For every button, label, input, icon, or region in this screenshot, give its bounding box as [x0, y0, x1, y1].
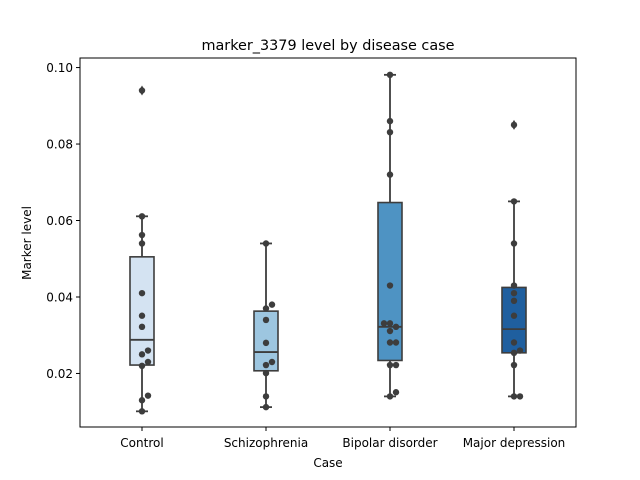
data-point	[262, 361, 270, 369]
box	[377, 201, 403, 362]
data-point	[144, 392, 152, 399]
data-point	[510, 282, 518, 289]
data-point	[516, 347, 524, 354]
data-point	[268, 301, 276, 308]
data-point	[510, 339, 518, 346]
data-point	[262, 369, 270, 377]
data-point	[144, 347, 152, 354]
x-axis: Control Schizophrenia Bipolar disorder Majo…	[120, 427, 565, 450]
y-axis-label: Marker level	[20, 206, 34, 280]
data-point	[510, 349, 518, 357]
x-tick-label: Control	[120, 436, 163, 450]
data-point	[386, 282, 394, 289]
data-point	[510, 198, 518, 205]
box	[129, 256, 155, 366]
data-point	[262, 316, 270, 324]
data-point	[138, 213, 146, 220]
data-point	[138, 240, 146, 247]
data-point	[510, 361, 518, 369]
data-point	[262, 393, 270, 400]
data-point	[138, 289, 146, 297]
data-point	[138, 397, 146, 404]
data-point	[510, 312, 518, 319]
y-tick-label: 0.06	[46, 214, 73, 228]
data-point	[392, 323, 400, 331]
data-point	[386, 361, 394, 369]
data-point	[386, 117, 394, 125]
x-axis-label: Case	[313, 456, 342, 470]
data-point	[510, 393, 518, 400]
data-point	[262, 403, 270, 411]
y-tick-label: 0.02	[46, 367, 73, 381]
data-point	[510, 289, 518, 297]
data-point	[138, 408, 146, 415]
data-point	[510, 121, 518, 129]
y-tick-label: 0.04	[46, 290, 73, 304]
data-point	[386, 339, 394, 346]
x-tick-label: Major depression	[463, 436, 566, 450]
data-point	[386, 71, 394, 79]
data-point	[386, 327, 394, 335]
data-point	[392, 389, 400, 396]
data-point	[392, 361, 400, 369]
data-point	[386, 171, 394, 178]
data-point	[262, 240, 270, 247]
y-tick-label: 0.10	[46, 61, 73, 75]
chart-title: marker_3379 level by disease case	[201, 38, 454, 54]
y-axis: 0.02 0.04 0.06 0.08 0.10	[46, 61, 80, 381]
data-point	[138, 323, 146, 331]
data-point	[392, 339, 400, 346]
x-tick-label: Schizophrenia	[224, 436, 308, 450]
data-point	[262, 305, 270, 312]
data-point	[144, 358, 152, 366]
data-point	[268, 358, 276, 366]
data-point	[138, 351, 146, 358]
data-point	[138, 312, 146, 319]
y-tick-label: 0.08	[46, 138, 73, 152]
data-point	[138, 231, 146, 239]
plot-frame	[79, 57, 577, 428]
data-point	[262, 339, 270, 347]
data-point	[516, 393, 524, 400]
plot-content	[129, 71, 527, 415]
data-point	[380, 320, 388, 327]
data-point	[386, 128, 394, 136]
data-point	[510, 240, 518, 247]
data-point	[386, 393, 394, 400]
data-point	[510, 297, 518, 305]
x-tick-label: Bipolar disorder	[342, 436, 437, 450]
data-point	[386, 320, 394, 327]
data-point	[138, 87, 146, 94]
box-group-schizophrenia	[253, 242, 279, 409]
data-point	[138, 362, 146, 370]
